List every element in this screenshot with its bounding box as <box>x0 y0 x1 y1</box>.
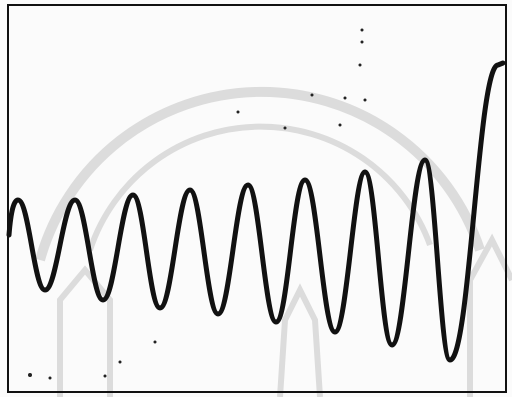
scanned-figure <box>0 0 512 397</box>
speck <box>154 341 157 344</box>
speck <box>28 373 32 377</box>
speck <box>119 361 122 364</box>
speck <box>361 29 364 32</box>
speck <box>339 124 342 127</box>
speck <box>49 377 52 380</box>
speck <box>237 111 240 114</box>
speck <box>311 94 314 97</box>
speck <box>361 41 364 44</box>
speck <box>344 97 347 100</box>
speck <box>284 127 287 130</box>
speck <box>359 64 362 67</box>
page <box>0 0 512 397</box>
speck <box>104 375 107 378</box>
speck <box>364 99 367 102</box>
